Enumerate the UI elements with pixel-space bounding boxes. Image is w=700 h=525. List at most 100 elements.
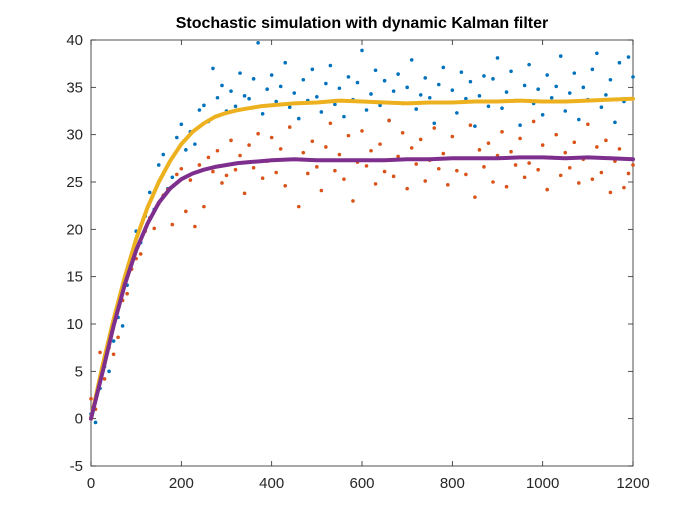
data-point xyxy=(581,85,586,90)
data-point xyxy=(423,76,428,80)
data-point xyxy=(522,175,527,180)
data-point xyxy=(577,117,581,122)
axes-box xyxy=(90,39,634,467)
data-point xyxy=(436,166,441,171)
data-point xyxy=(260,176,265,181)
data-point xyxy=(513,163,518,167)
data-point xyxy=(269,73,274,77)
data-point xyxy=(238,153,242,158)
data-point xyxy=(278,147,283,151)
data-point xyxy=(450,134,455,139)
data-point xyxy=(111,339,116,343)
data-point xyxy=(631,163,635,167)
data-point xyxy=(342,177,346,181)
data-point xyxy=(152,226,157,231)
data-point xyxy=(563,150,568,155)
data-point xyxy=(283,60,288,65)
data-point xyxy=(527,161,531,165)
data-point xyxy=(396,72,400,76)
data-point xyxy=(441,65,446,70)
data-point xyxy=(477,94,482,98)
data-point xyxy=(215,148,220,153)
data-point xyxy=(590,67,595,72)
data-point xyxy=(220,181,224,185)
data-point xyxy=(364,164,369,168)
data-point xyxy=(328,121,333,126)
data-point xyxy=(328,63,333,68)
data-point xyxy=(418,93,423,97)
data-point xyxy=(500,106,504,110)
data-point xyxy=(360,48,364,53)
data-point xyxy=(184,209,188,214)
data-point xyxy=(351,199,355,203)
data-point xyxy=(427,95,432,100)
data-point xyxy=(179,122,184,127)
data-point xyxy=(595,145,599,149)
data-point xyxy=(540,143,545,147)
data-point xyxy=(459,70,464,74)
data-point xyxy=(319,188,324,193)
data-point xyxy=(423,179,428,183)
data-point xyxy=(595,51,599,56)
data-point xyxy=(373,182,378,186)
data-point xyxy=(269,135,274,140)
data-point xyxy=(414,107,419,111)
data-point xyxy=(563,109,568,113)
y-tick-label: 35 xyxy=(66,79,83,96)
y-tick-label: 0 xyxy=(75,411,83,428)
data-point xyxy=(333,168,337,173)
series-line xyxy=(89,155,635,421)
chart-title: Stochastic simulation with dynamic Kalma… xyxy=(176,15,549,32)
data-point xyxy=(432,126,437,130)
data-point xyxy=(509,69,513,74)
data-point xyxy=(315,95,319,99)
data-point xyxy=(247,143,251,147)
y-tick-label: 15 xyxy=(66,269,83,286)
data-point xyxy=(315,165,319,169)
series-line xyxy=(89,96,635,421)
data-point xyxy=(233,167,238,172)
data-point xyxy=(193,142,197,146)
data-point xyxy=(455,111,459,115)
data-point xyxy=(247,96,251,101)
data-point xyxy=(292,91,297,95)
y-tick-label: -5 xyxy=(70,458,83,475)
data-point xyxy=(518,123,522,127)
data-point xyxy=(464,172,468,177)
data-point xyxy=(436,82,441,87)
data-point xyxy=(545,187,549,192)
data-point xyxy=(188,178,193,182)
y-tick-label: 5 xyxy=(75,363,83,380)
data-point xyxy=(301,150,306,155)
data-point xyxy=(441,151,446,156)
data-point xyxy=(486,141,491,145)
data-point xyxy=(138,252,143,256)
data-point xyxy=(287,105,292,110)
data-point xyxy=(283,183,288,188)
data-point xyxy=(202,204,206,209)
data-point xyxy=(567,91,572,95)
data-point xyxy=(491,180,495,184)
data-point xyxy=(333,102,337,107)
data-point xyxy=(504,184,509,189)
x-tick-label: 600 xyxy=(349,475,374,492)
data-point xyxy=(495,56,500,60)
data-point xyxy=(211,66,215,71)
data-point xyxy=(486,104,491,109)
data-point xyxy=(224,173,229,178)
data-point xyxy=(274,170,278,175)
data-point xyxy=(382,78,387,83)
data-point xyxy=(251,166,256,170)
y-tick-label: 10 xyxy=(66,316,83,333)
data-point xyxy=(242,94,247,98)
data-point xyxy=(346,133,351,138)
data-point xyxy=(206,155,211,160)
data-point xyxy=(179,166,184,171)
data-point xyxy=(622,185,626,190)
data-point xyxy=(197,108,202,112)
data-point xyxy=(147,190,152,195)
x-tick-label: 400 xyxy=(259,475,284,492)
data-point xyxy=(540,112,545,117)
